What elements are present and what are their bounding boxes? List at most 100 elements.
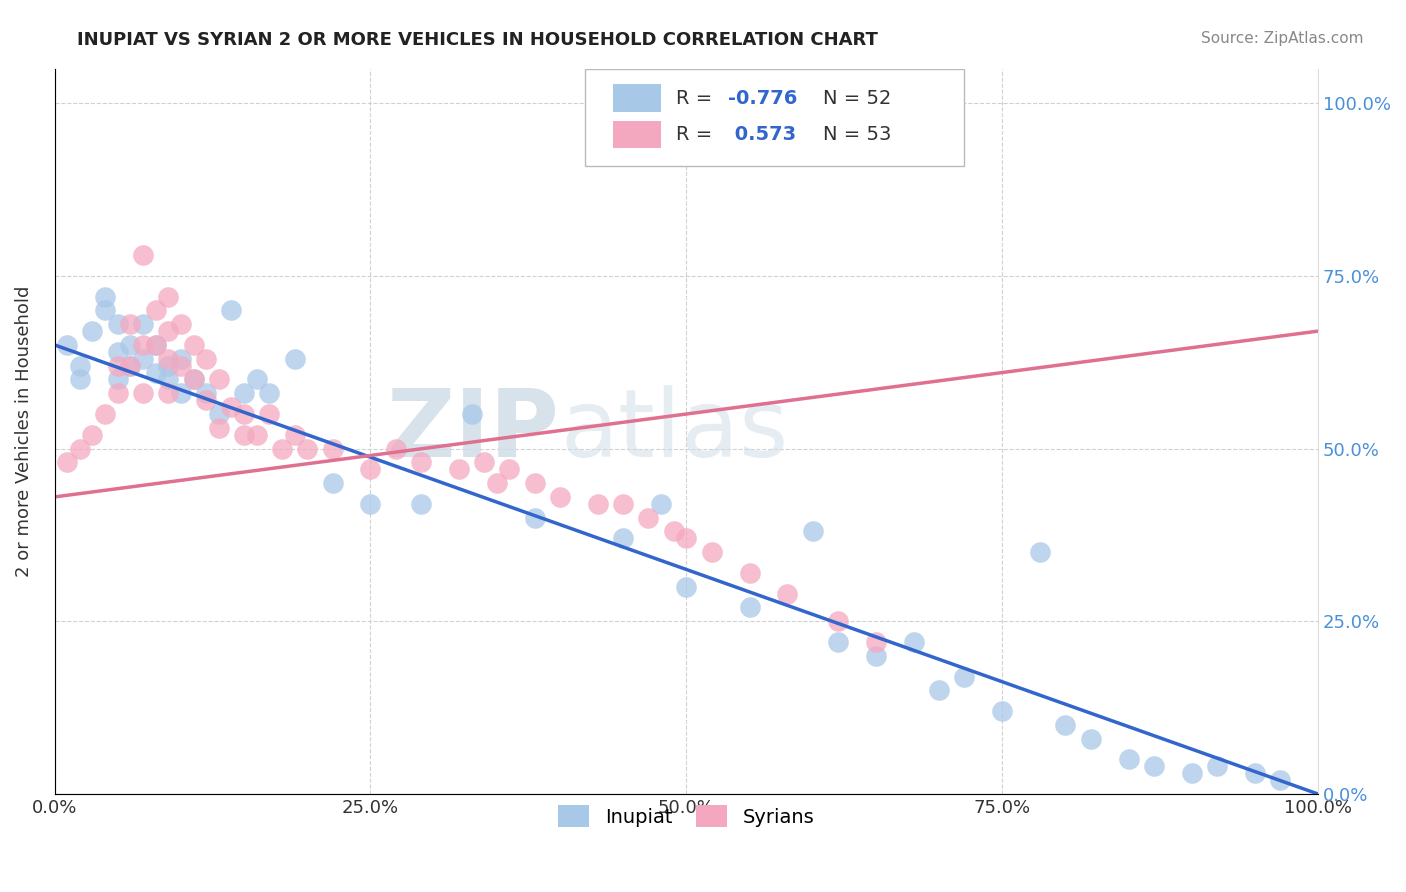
Point (69, 359, 91, 373)
Text: ZIP: ZIP (387, 385, 560, 477)
Point (145, 366, 167, 380)
Point (94, 303, 117, 318)
Point (498, 462, 520, 476)
Text: Source: ZipAtlas.com: Source: ZipAtlas.com (1201, 31, 1364, 46)
Text: N = 53: N = 53 (823, 125, 891, 144)
Text: 0.573: 0.573 (728, 125, 796, 144)
Point (145, 338, 167, 352)
Point (1143, 759, 1166, 773)
Point (221, 400, 243, 414)
Point (612, 497, 634, 511)
Point (170, 317, 193, 331)
Point (82, 324, 104, 338)
Point (523, 510, 546, 524)
Point (675, 580, 697, 594)
Point (107, 317, 129, 331)
Point (1270, 773, 1292, 788)
Point (548, 490, 571, 504)
Point (183, 372, 205, 386)
Point (359, 497, 381, 511)
Text: atlas: atlas (560, 385, 789, 477)
Point (145, 303, 167, 318)
Point (221, 303, 243, 318)
Point (145, 338, 167, 352)
Point (69, 372, 91, 386)
Point (953, 669, 976, 683)
Point (460, 407, 482, 421)
Point (259, 386, 281, 401)
Point (208, 407, 231, 421)
Legend: Inupiat, Syrians: Inupiat, Syrians (551, 797, 823, 835)
Point (56, 338, 79, 352)
Point (1181, 766, 1204, 780)
Point (107, 344, 129, 359)
Point (94, 289, 117, 303)
Point (738, 600, 761, 615)
Point (322, 442, 344, 456)
Point (120, 359, 142, 373)
Point (865, 648, 887, 663)
Text: R =: R = (676, 125, 718, 144)
Point (195, 351, 218, 366)
Y-axis label: 2 or more Vehicles in Household: 2 or more Vehicles in Household (15, 285, 32, 577)
Point (827, 635, 849, 649)
Point (183, 372, 205, 386)
Point (991, 704, 1014, 718)
Point (359, 462, 381, 476)
Point (132, 351, 155, 366)
Point (107, 372, 129, 386)
Point (650, 497, 672, 511)
Point (56, 455, 79, 469)
Point (409, 455, 432, 469)
Point (208, 372, 231, 386)
Point (297, 442, 319, 456)
Point (1029, 545, 1052, 559)
Point (233, 427, 256, 442)
Point (738, 566, 761, 580)
Point (132, 338, 155, 352)
Point (801, 524, 824, 539)
Point (472, 455, 495, 469)
Point (94, 407, 117, 421)
Text: R =: R = (676, 89, 718, 108)
Point (170, 351, 193, 366)
Point (157, 351, 180, 366)
Point (157, 372, 180, 386)
Point (208, 421, 231, 435)
Point (662, 524, 685, 539)
Point (246, 427, 269, 442)
Point (107, 359, 129, 373)
Point (233, 407, 256, 421)
Point (1054, 718, 1077, 732)
Point (107, 386, 129, 401)
Point (132, 248, 155, 262)
Point (827, 615, 849, 629)
Point (700, 545, 723, 559)
Point (903, 635, 925, 649)
Point (170, 386, 193, 401)
Text: N = 52: N = 52 (823, 89, 891, 108)
Point (120, 359, 142, 373)
Point (384, 442, 406, 456)
Point (637, 510, 659, 524)
Point (485, 476, 508, 491)
Point (776, 587, 799, 601)
Point (157, 386, 180, 401)
Point (157, 359, 180, 373)
Point (409, 497, 432, 511)
FancyBboxPatch shape (613, 120, 661, 148)
Point (1206, 759, 1229, 773)
Text: INUPIAT VS SYRIAN 2 OR MORE VEHICLES IN HOUSEHOLD CORRELATION CHART: INUPIAT VS SYRIAN 2 OR MORE VEHICLES IN … (77, 31, 879, 49)
Point (157, 324, 180, 338)
Point (246, 372, 269, 386)
Point (259, 407, 281, 421)
Point (675, 532, 697, 546)
Point (612, 532, 634, 546)
Point (69, 442, 91, 456)
Point (1244, 766, 1267, 780)
Point (195, 393, 218, 408)
Point (447, 462, 470, 476)
Point (183, 338, 205, 352)
Point (120, 338, 142, 352)
Point (928, 683, 950, 698)
